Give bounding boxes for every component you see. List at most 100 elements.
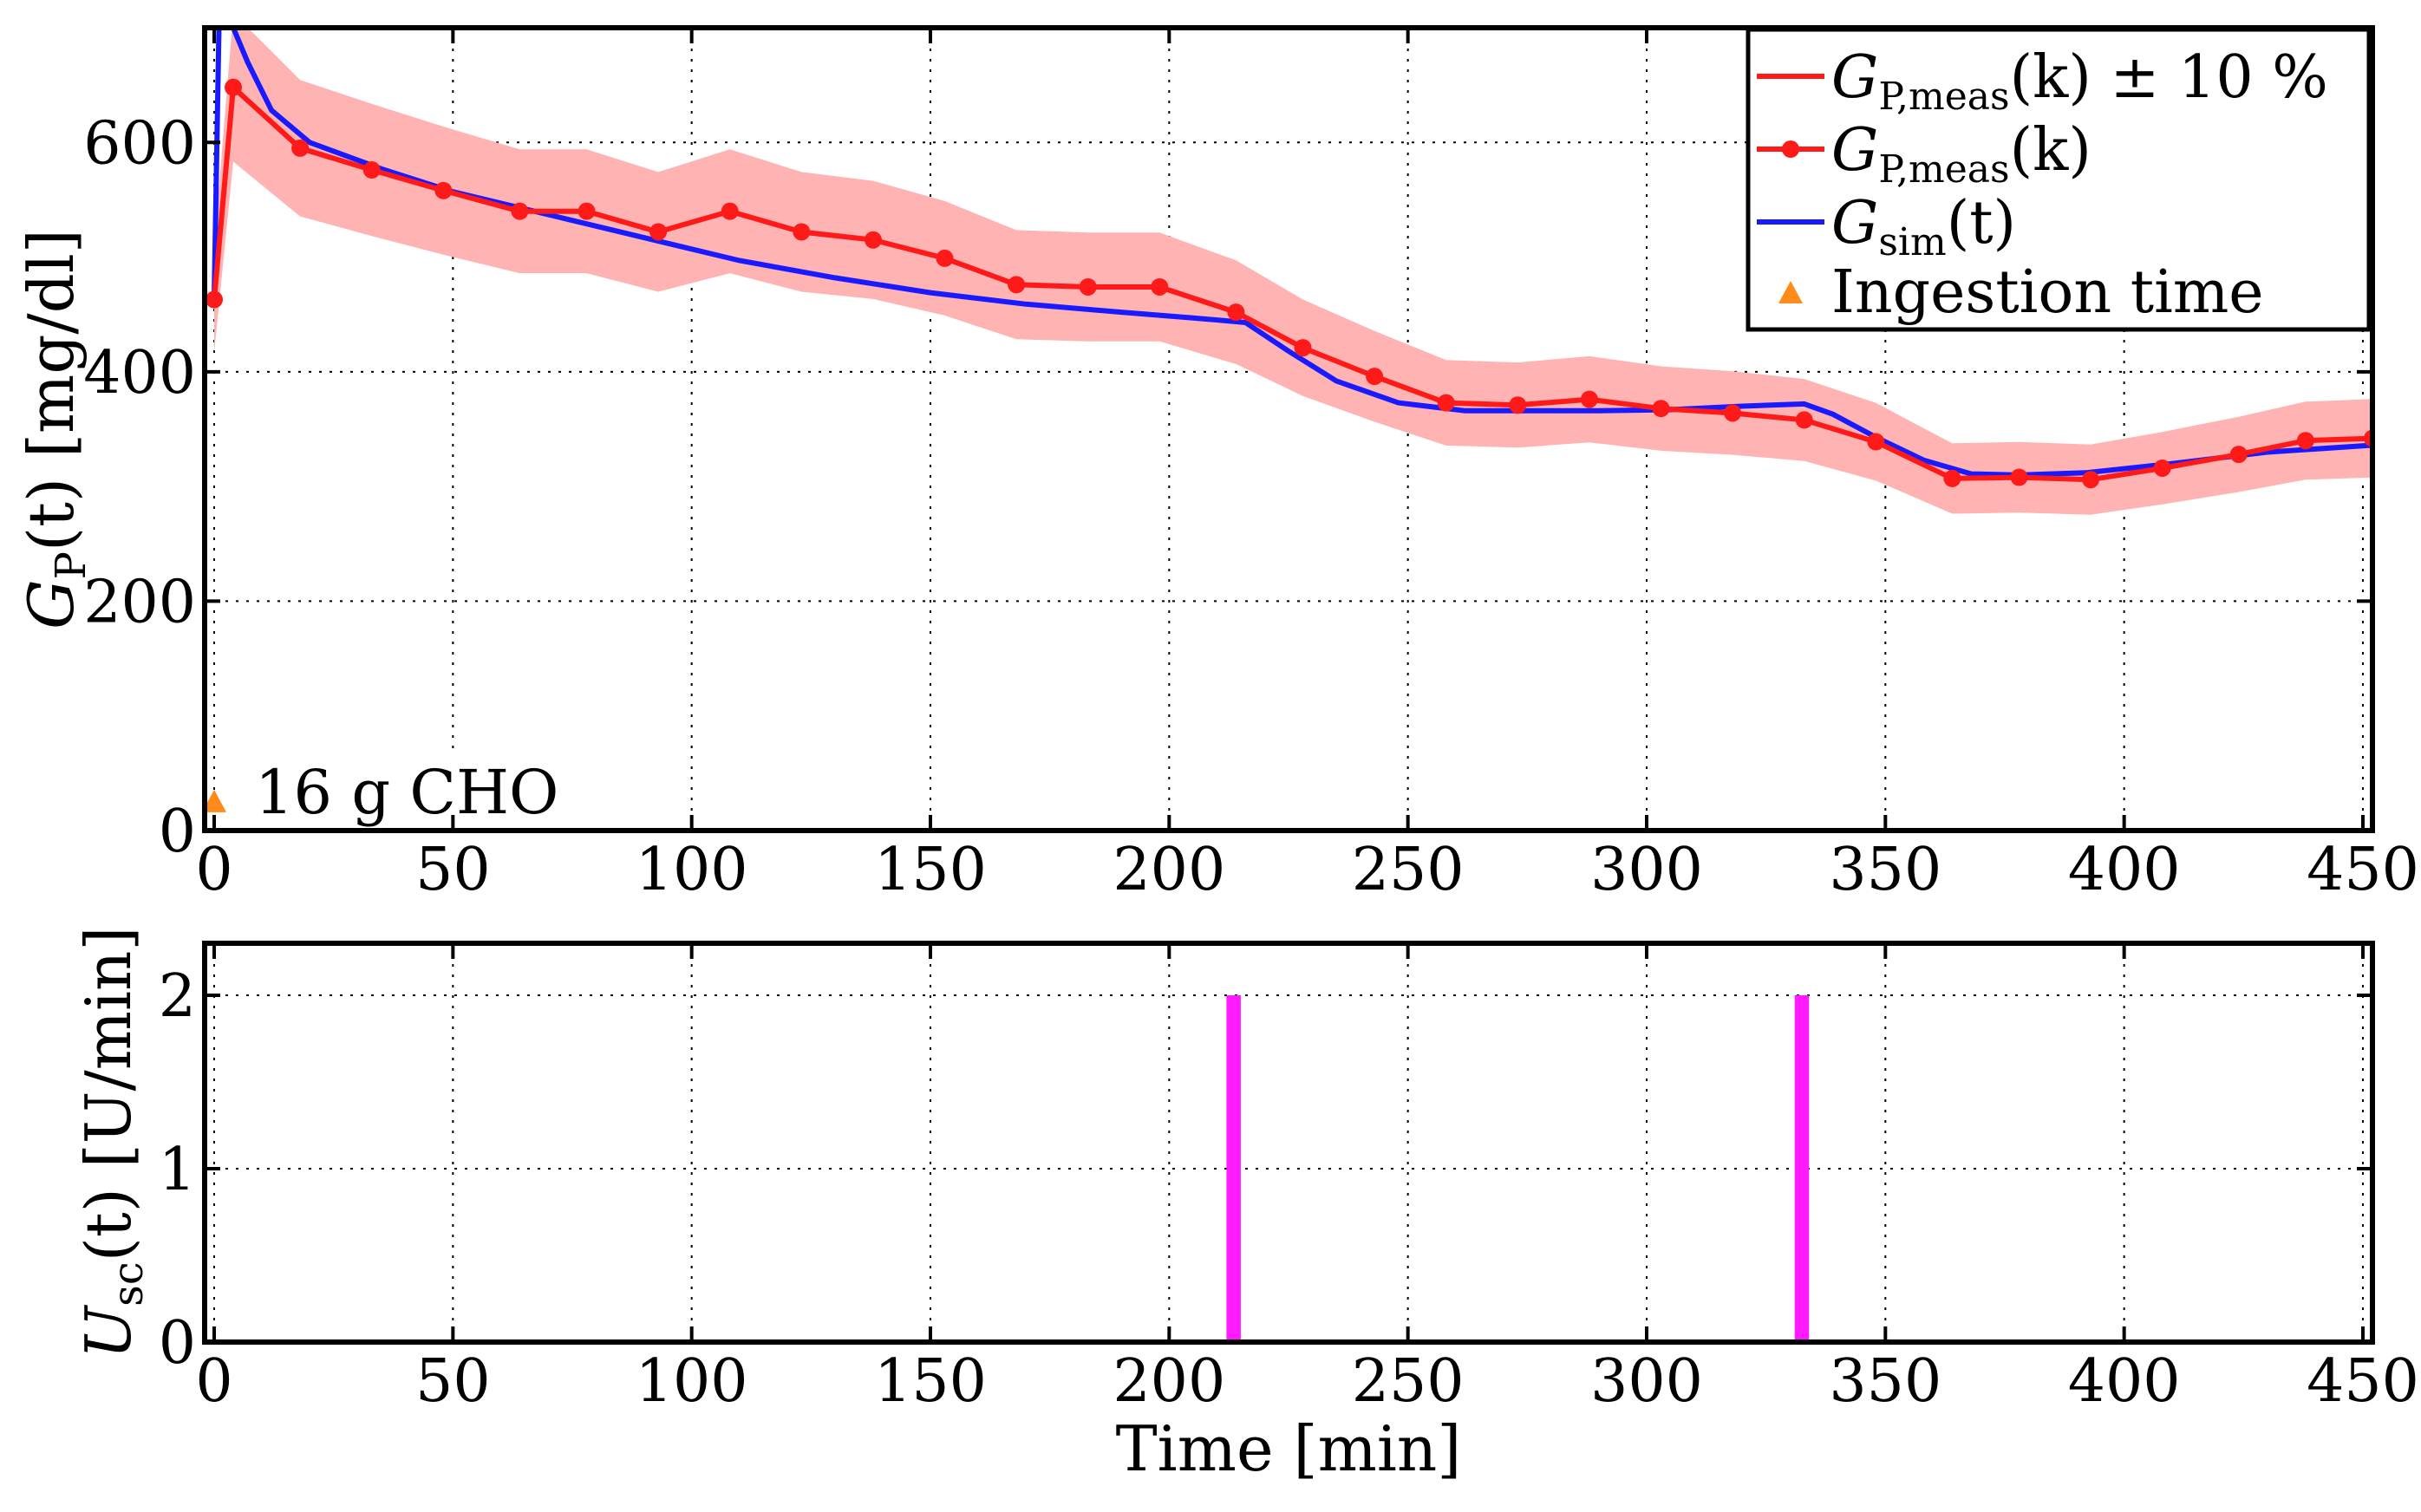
measured-glucose-point	[2153, 459, 2171, 477]
top-ylabel-base: G	[15, 579, 88, 629]
top-x-tick-labels: 0 50 100 150 200 250 300 350 400 450	[195, 836, 2419, 904]
top-ylabel-rest: (t) [mg/dl]	[15, 229, 88, 551]
bottom-y-tick-label: 2	[159, 962, 196, 1031]
measured-glucose-point	[936, 249, 954, 267]
measured-glucose-point	[1294, 339, 1312, 357]
measured-glucose-point	[511, 202, 529, 220]
legend-sim-base: G	[1831, 189, 1878, 257]
measured-glucose-point	[864, 231, 882, 249]
measured-glucose-point	[578, 202, 596, 220]
measured-glucose-point	[1151, 277, 1169, 296]
measured-glucose-point	[1366, 368, 1384, 386]
ingestion-annotation-box	[239, 751, 569, 831]
legend-item-meas: GP,meas(k)	[1831, 116, 2091, 192]
bottom-x-tick-label: 200	[1113, 1347, 1225, 1416]
legend-item-sim: Gsim(t)	[1831, 189, 2016, 264]
bottom-x-tick-labels: 0 50 100 150 200 250 300 350 400 450	[195, 1347, 2419, 1416]
top-x-tick-label: 50	[415, 836, 491, 904]
top-x-tick-label: 150	[874, 836, 987, 904]
legend-item-ingest: Ingestion time	[1831, 258, 2264, 327]
measured-glucose-point	[1437, 394, 1455, 412]
top-x-tick-label: 350	[1829, 836, 1941, 904]
bottom-x-tick-label: 150	[874, 1347, 987, 1416]
top-x-tick-label: 400	[2068, 836, 2181, 904]
bottom-x-tick-label: 0	[195, 1347, 232, 1416]
legend-sim-rest: (t)	[1947, 189, 2016, 257]
legend-meas-base: G	[1831, 116, 1878, 185]
measured-glucose-point	[721, 202, 739, 220]
bottom-x-tick-label: 50	[415, 1347, 491, 1416]
top-y-tick-label: 600	[83, 109, 196, 178]
measured-glucose-point	[793, 223, 811, 241]
top-panel: 16 g CHO 0 50 100 150 200 250 300 350 400 450 0 20…	[15, 25, 2419, 904]
top-y-tick-label: 400	[83, 339, 196, 407]
bottom-ylabel-sub: sc	[104, 1261, 153, 1307]
bottom-ticks	[205, 943, 2372, 1344]
ingestion-marker	[202, 789, 227, 812]
measured-glucose-markers	[206, 78, 2372, 489]
top-y-axis-label: GP(t) [mg/dl]	[15, 229, 95, 629]
bottom-ylabel-rest: (t) [U/min]	[72, 927, 145, 1262]
bottom-grid	[205, 943, 2372, 1343]
legend-meas-marker	[1782, 140, 1799, 158]
legend: GP,meas(k) ± 10 % GP,meas(k) Gsim(t) Ing…	[1746, 27, 2372, 332]
insulin-bar	[1794, 995, 1810, 1342]
bottom-x-tick-label: 100	[636, 1347, 748, 1416]
legend-item-band: GP,meas(k) ± 10 %	[1831, 43, 2328, 119]
measured-glucose-point	[2296, 432, 2314, 450]
bottom-x-tick-label: 450	[2307, 1347, 2419, 1416]
top-x-tick-label: 100	[636, 836, 748, 904]
bottom-y-tick-labels: 0 1 2	[159, 962, 196, 1378]
measured-glucose-point	[1227, 303, 1245, 322]
legend-ingest-marker	[1778, 281, 1803, 303]
top-y-tick-label: 200	[83, 568, 196, 636]
measured-glucose-point	[649, 223, 668, 241]
bottom-y-tick-label: 1	[159, 1136, 196, 1204]
measured-glucose-point	[2229, 446, 2248, 464]
legend-meas-rest: (k)	[2010, 116, 2091, 185]
measured-glucose-point	[2082, 471, 2100, 489]
bottom-x-tick-label: 300	[1590, 1347, 1703, 1416]
top-y-tick-label: 0	[159, 798, 196, 866]
measured-glucose-point	[362, 161, 381, 179]
legend-meas-sub: P,meas	[1878, 147, 2009, 192]
measured-glucose-point	[1795, 411, 1813, 429]
measured-glucose-line	[212, 81, 2372, 483]
bottom-y-tick-label: 0	[159, 1309, 196, 1378]
measured-glucose-point	[1580, 390, 1598, 408]
bottom-panel: 0 50 100 150 200 250 300 350 400 450 0 1 2 Usc(t) […	[72, 927, 2419, 1486]
top-x-tick-label: 0	[195, 836, 232, 904]
measured-glucose-point	[1079, 277, 1097, 296]
measured-glucose-point	[206, 290, 224, 309]
measurement-band	[214, 28, 2372, 515]
top-x-tick-label: 250	[1352, 836, 1465, 904]
x-axis-label: Time [min]	[1116, 1412, 1462, 1485]
top-x-tick-label: 450	[2307, 836, 2419, 904]
bottom-y-axis-label: Usc(t) [U/min]	[72, 927, 153, 1359]
measured-glucose-point	[225, 78, 243, 96]
bottom-axes-frame	[202, 941, 2375, 1345]
measured-glucose-point	[1867, 433, 1885, 451]
measured-glucose-point	[434, 181, 453, 199]
legend-sim-sub: sim	[1878, 220, 1946, 264]
top-ticks	[205, 28, 2372, 832]
measured-glucose-point	[1943, 469, 1961, 487]
legend-band-base: G	[1831, 43, 1878, 112]
simulated-glucose-line	[212, 28, 2372, 478]
top-x-tick-label: 300	[1590, 836, 1703, 904]
legend-band-sub: P,meas	[1878, 75, 2009, 119]
insulin-bar	[1226, 995, 1241, 1342]
bottom-x-tick-label: 250	[1352, 1347, 1465, 1416]
ingestion-annotation: 16 g CHO	[255, 757, 558, 828]
legend-band-rest: (k) ± 10 %	[2010, 43, 2328, 112]
measured-glucose-point	[291, 139, 310, 157]
top-ylabel-sub: P	[47, 551, 95, 579]
bottom-ylabel-base: U	[72, 1305, 145, 1359]
measured-glucose-point	[1724, 404, 1742, 422]
legend-box	[1746, 27, 2372, 332]
top-y-tick-labels: 0 200 400 600	[83, 109, 196, 866]
measured-glucose-point	[1008, 276, 1026, 294]
bottom-x-tick-label: 350	[1829, 1347, 1941, 1416]
insulin-bars	[1226, 995, 1810, 1342]
